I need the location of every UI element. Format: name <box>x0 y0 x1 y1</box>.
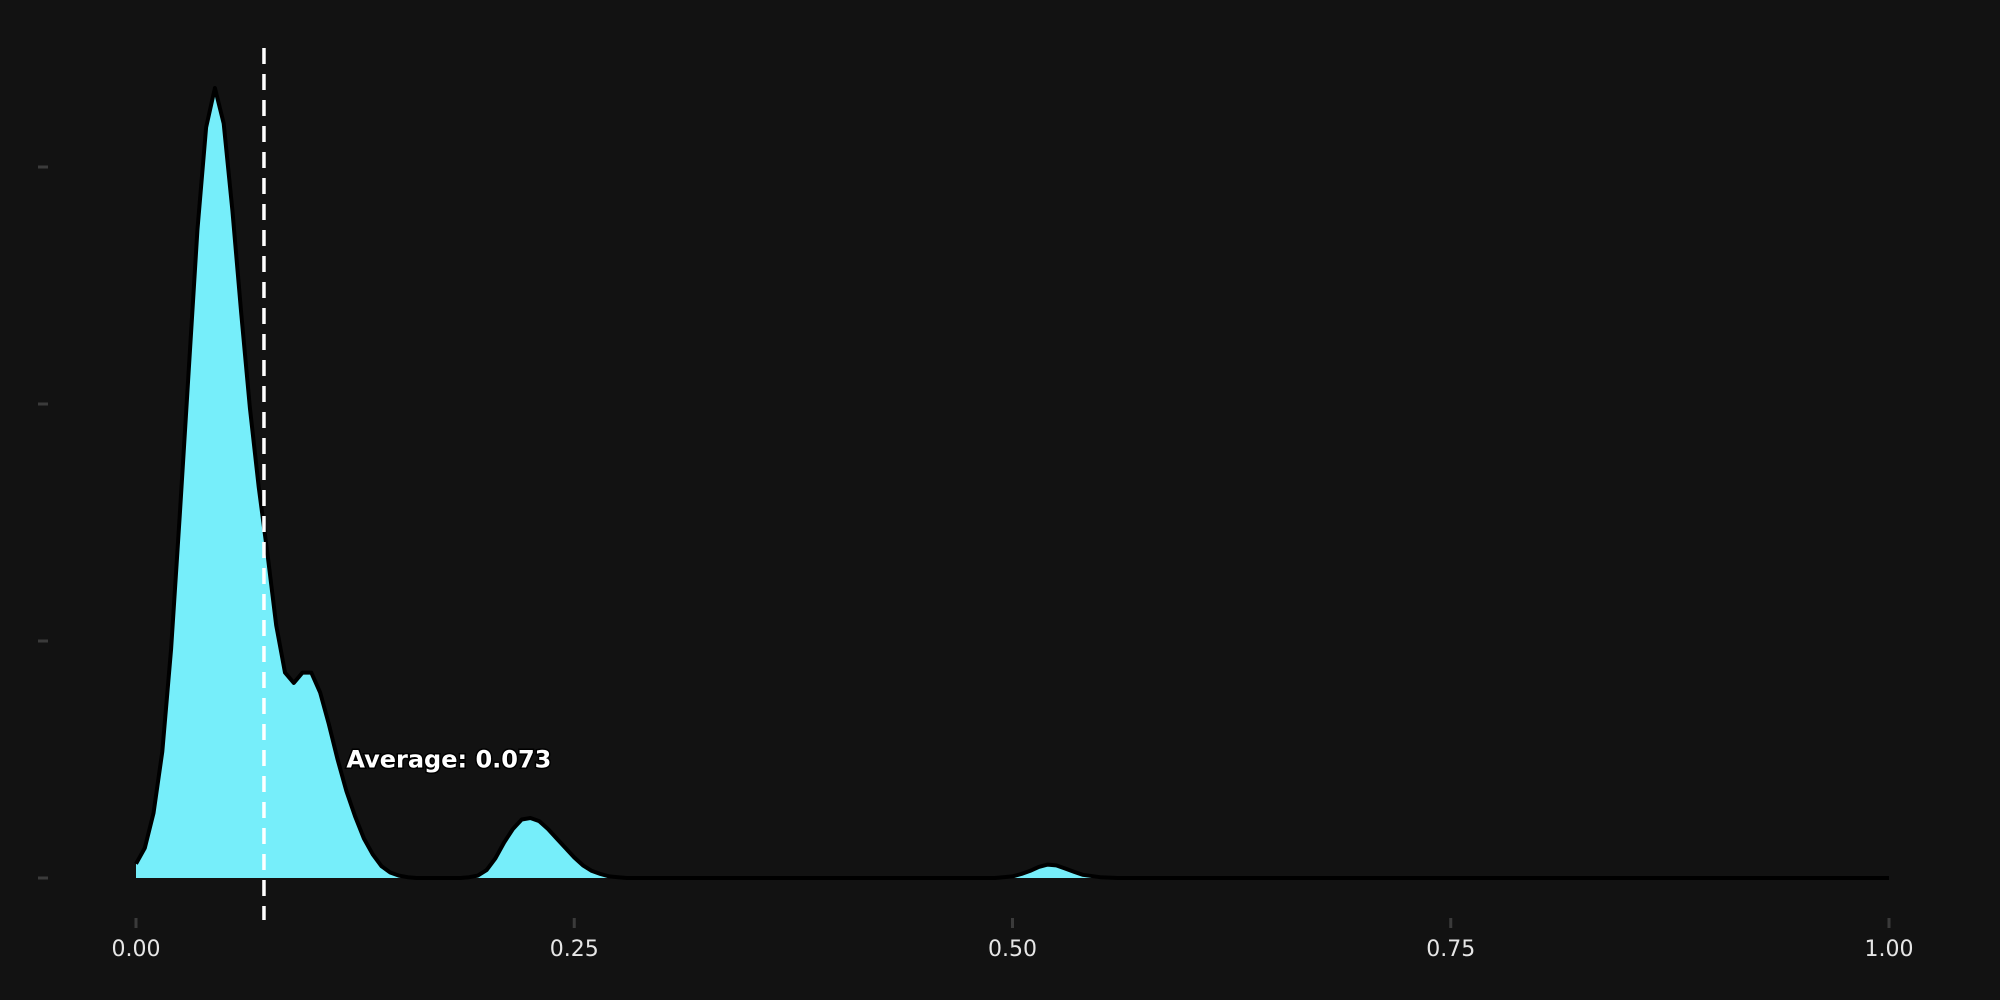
x-tick-label: 0.50 <box>988 937 1037 962</box>
x-axis-ticks: 0.00 0.25 0.50 0.75 1.00 <box>112 918 1914 962</box>
average-annotation: Average: 0.073 <box>346 746 551 774</box>
x-tick-label: 1.00 <box>1865 937 1914 962</box>
x-tick-label: 0.75 <box>1426 937 1475 962</box>
y-axis-ticks <box>38 165 48 880</box>
x-tick-label: 0.25 <box>550 937 599 962</box>
density-area <box>136 88 1889 878</box>
density-curve <box>134 86 1889 880</box>
x-tick-label: 0.00 <box>112 937 161 962</box>
